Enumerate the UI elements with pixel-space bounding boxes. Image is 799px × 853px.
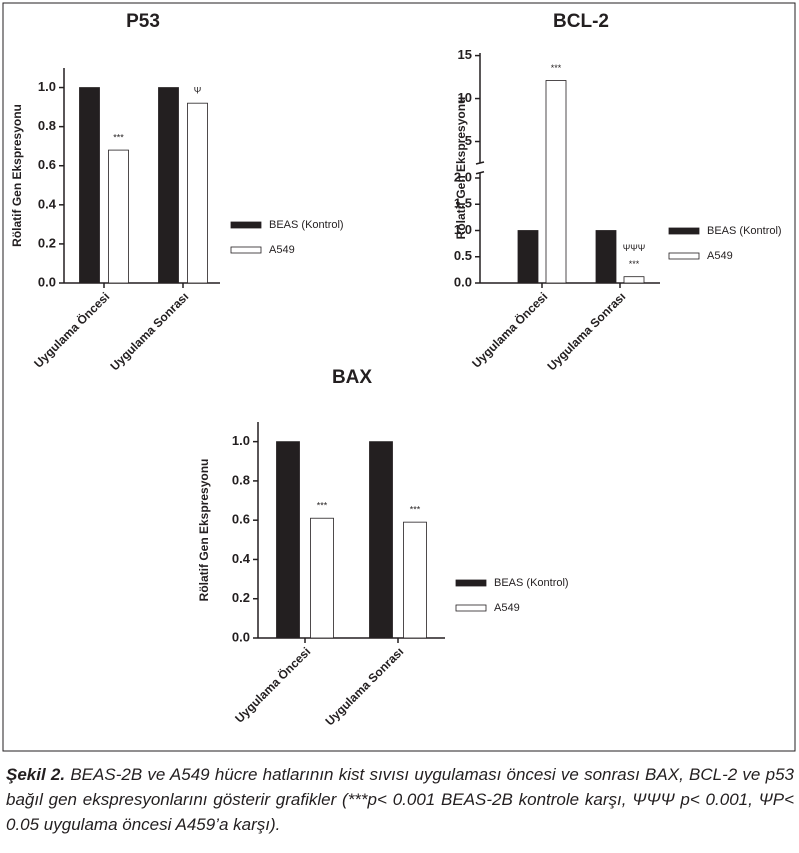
x-tick-label: Uygulama Öncesi <box>31 289 113 371</box>
y-tick-label: 1.5 <box>454 196 472 211</box>
y-tick-label: 0.8 <box>232 472 250 487</box>
y-tick-label: 1.0 <box>454 222 472 237</box>
legend-swatch <box>455 579 487 587</box>
bar <box>158 87 179 284</box>
significance-label: ΨΨΨ <box>623 243 646 253</box>
bar <box>108 149 129 284</box>
y-tick-label: 0.6 <box>232 512 250 527</box>
bar <box>545 80 567 284</box>
significance-label: Ψ <box>194 86 202 96</box>
axis-break <box>475 171 485 175</box>
significance-label: *** <box>551 63 562 73</box>
legend-swatch <box>230 246 262 254</box>
y-tick-label: 5 <box>465 133 472 148</box>
x-tick-label: Uygulama Öncesi <box>232 644 314 726</box>
caption: Şekil 2. BEAS-2B ve A549 hücre hatlarını… <box>6 762 794 837</box>
legend-label: BEAS (Kontrol) <box>494 577 569 589</box>
significance-label: *** <box>410 505 421 515</box>
legend-swatch <box>668 227 700 235</box>
y-tick-label: 0.2 <box>38 235 56 250</box>
y-tick-label: 0.0 <box>38 274 56 289</box>
x-tick-label: Uygulama Öncesi <box>469 289 551 371</box>
x-tick-label: Uygulama Sonrası <box>107 289 191 373</box>
bar <box>79 87 100 284</box>
legend-swatch <box>668 252 700 260</box>
y-tick-label: 0.4 <box>232 551 251 566</box>
x-tick-label: Uygulama Sonrası <box>544 289 628 373</box>
legend-label: BEAS (Kontrol) <box>269 219 344 231</box>
legend-label: A549 <box>494 602 520 614</box>
y-tick-label: 1.0 <box>38 79 56 94</box>
chart-title: P53 <box>126 11 160 32</box>
y-tick-label: 0.8 <box>38 118 56 133</box>
significance-label: *** <box>629 259 640 269</box>
y-tick-label: 0.4 <box>38 196 57 211</box>
significance-label: *** <box>317 501 328 511</box>
bar <box>517 230 539 284</box>
legend-swatch <box>455 604 487 612</box>
caption-label: Şekil 2. <box>6 765 66 784</box>
y-axis-label: Rölatif Gen Ekspresyonu <box>10 104 24 247</box>
y-axis-label: Rölatif Gen Ekspresyonu <box>454 97 468 240</box>
chart-title: BCL-2 <box>553 11 609 32</box>
y-tick-label: 10 <box>458 90 472 105</box>
significance-label: *** <box>113 132 124 142</box>
legend-label: BEAS (Kontrol) <box>707 225 782 237</box>
bar <box>310 517 334 639</box>
y-tick-label: 2.0 <box>454 169 472 184</box>
figure-frame <box>2 2 796 752</box>
y-axis-label: Rölatif Gen Ekspresyonu <box>197 459 211 602</box>
bar <box>276 441 300 639</box>
y-tick-label: 0.2 <box>232 590 250 605</box>
bar <box>403 521 427 639</box>
caption-text: BEAS-2B ve A549 hücre hatlarının kist sı… <box>6 765 794 834</box>
axis-break <box>475 161 485 165</box>
y-tick-label: 0.6 <box>38 157 56 172</box>
bar <box>369 441 393 639</box>
y-tick-label: 15 <box>458 47 472 62</box>
legend-label: A549 <box>269 244 295 256</box>
y-tick-label: 0.5 <box>454 248 472 263</box>
legend-swatch <box>230 221 262 229</box>
y-tick-label: 0.0 <box>454 274 472 289</box>
bar <box>595 230 617 284</box>
legend-label: A549 <box>707 250 733 262</box>
chart-title: BAX <box>332 367 372 388</box>
y-tick-label: 1.0 <box>232 433 250 448</box>
bar <box>187 102 208 284</box>
bar <box>623 276 645 284</box>
x-tick-label: Uygulama Sonrası <box>322 644 406 728</box>
figure: P53 Rölatif Gen Ekspresyonu 0.0 0.2 0.4 0.6 0.… <box>2 2 796 752</box>
y-tick-label: 0.0 <box>232 629 250 644</box>
